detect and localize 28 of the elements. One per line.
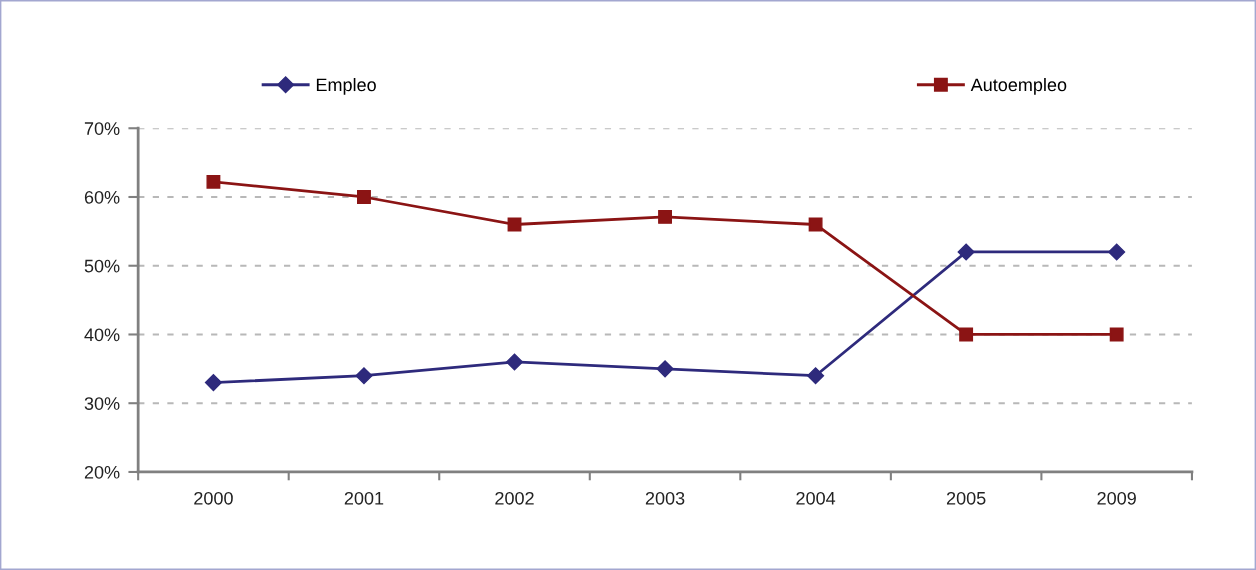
point [206, 174, 221, 189]
x-tick-label: 2009 [1097, 491, 1136, 505]
point [357, 190, 371, 204]
point [656, 360, 674, 378]
point [957, 243, 975, 261]
y-tick-label: 50% [84, 259, 120, 273]
legend-label: Autoempleo [970, 77, 1067, 95]
point [959, 327, 974, 342]
y-tick-label: 40% [84, 328, 120, 342]
x-tick-label: 2005 [946, 491, 986, 505]
legend-label: Empleo [316, 77, 376, 95]
x-tick-label: 2003 [645, 491, 685, 505]
point [355, 367, 373, 385]
x-tick-label: 2004 [796, 491, 836, 505]
y-tick-label: 70% [84, 122, 120, 135]
point [1108, 243, 1126, 261]
point [807, 367, 825, 385]
point [505, 353, 524, 371]
y-tick-label: 60% [84, 190, 120, 204]
y-tick-label: 30% [84, 397, 120, 410]
x-tick-label: 2000 [194, 491, 233, 505]
point [1109, 327, 1124, 342]
point [658, 209, 672, 224]
point [204, 374, 222, 392]
point [808, 217, 823, 232]
x-tick-label: 2001 [344, 491, 384, 505]
x-tick-label: 2002 [495, 491, 534, 505]
y-tick-label: 20% [84, 465, 120, 479]
